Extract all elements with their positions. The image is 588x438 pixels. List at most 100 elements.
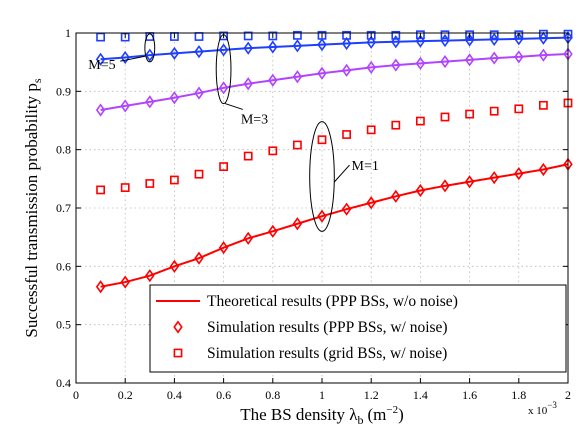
legend-box xyxy=(149,284,567,373)
marker-diamond-m1 xyxy=(169,259,180,273)
marker-diamond-m3 xyxy=(391,58,401,72)
legend-label: Simulation results (grid BSs, w/ noise) xyxy=(207,345,447,362)
marker-square-m5 xyxy=(268,31,278,41)
marker-diamond-m1 xyxy=(489,171,499,185)
marker-square-m1 xyxy=(489,106,499,116)
y-tick-label: 0.5 xyxy=(56,318,71,332)
marker-diamond-m5 xyxy=(514,32,524,46)
marker-square-m5 xyxy=(440,30,450,40)
x-axis-title-main: The BS density λ xyxy=(240,405,358,424)
marker-diamond-m1 xyxy=(268,224,278,238)
marker-diamond-m5 xyxy=(194,45,204,59)
marker-square-m5 xyxy=(292,30,302,40)
y-tick-label: 0.9 xyxy=(56,84,71,98)
marker-square-m5 xyxy=(391,30,401,40)
x-tick-label: 1.6 xyxy=(462,388,477,402)
marker-square-m1 xyxy=(538,100,548,110)
legend-swatch-diamond xyxy=(173,320,183,334)
marker-square-m1 xyxy=(465,109,474,119)
marker-diamond-m3 xyxy=(440,55,450,69)
marker-diamond-m1 xyxy=(440,179,450,193)
marker-diamond-m5 xyxy=(218,43,229,57)
x-tick-label: 1.2 xyxy=(364,388,379,402)
marker-diamond-m1 xyxy=(464,175,475,189)
y-axis-title: Successful transmission probability ps xyxy=(22,78,44,338)
marker-diamond-m3 xyxy=(95,103,106,117)
marker-square-m5 xyxy=(465,30,474,40)
marker-square-m5 xyxy=(514,30,524,40)
marker-diamond-m1 xyxy=(95,280,106,294)
marker-diamond-m3 xyxy=(464,53,475,67)
marker-diamond-m1 xyxy=(366,196,376,210)
marker-diamond-m1 xyxy=(341,202,352,216)
marker-diamond-m5 xyxy=(317,38,327,52)
marker-diamond-m3 xyxy=(538,48,549,62)
marker-diamond-m1 xyxy=(194,251,204,265)
series-layer xyxy=(95,29,573,294)
marker-diamond-m5 xyxy=(391,35,401,49)
marker-diamond-m5 xyxy=(145,48,155,62)
marker-diamond-m1 xyxy=(415,183,426,198)
x-tick-label: 2 xyxy=(565,388,571,402)
y-tick-label: 0.8 xyxy=(56,143,71,157)
annotation-label-m3: M=3 xyxy=(241,112,268,127)
x-multiplier-exp: −3 xyxy=(547,400,557,410)
legend: Theoretical results (PPP BSs, w/o noise)… xyxy=(149,284,567,373)
annotation-ellipse-m1 xyxy=(309,121,335,232)
marker-diamond-m1 xyxy=(317,209,327,223)
marker-square-m5 xyxy=(219,31,228,41)
marker-square-m1 xyxy=(243,151,253,161)
marker-square-m5 xyxy=(366,30,376,40)
marker-square-m1 xyxy=(219,162,228,171)
x-tick-label: 0.8 xyxy=(265,388,280,402)
x-axis-title-unit: (m xyxy=(368,405,387,424)
annotations: M=5 M=3 M=1 xyxy=(88,33,379,232)
y-tick-label: 0.7 xyxy=(56,201,71,215)
marker-square-m1 xyxy=(268,146,278,156)
marker-diamond-m5 xyxy=(415,34,426,48)
annotation-ellipse-m3 xyxy=(215,34,232,105)
marker-square-m5 xyxy=(415,30,425,40)
ticks: 0.4 0.5 0.6 0.7 0.8 0.9 1 0 0.2 0.4 0.6 0.8 1 1.2 1.4 1… xyxy=(56,26,571,402)
marker-diamond-m1 xyxy=(292,217,303,231)
marker-diamond-m1 xyxy=(514,167,524,181)
marker-square-m1 xyxy=(317,135,327,145)
marker-diamond-m5 xyxy=(292,39,303,53)
y-tick-label: 0.6 xyxy=(56,259,71,273)
marker-diamond-m5 xyxy=(95,52,106,66)
x-axis-title-unit-exp: −2 xyxy=(386,404,398,416)
marker-square-m1 xyxy=(120,183,130,192)
x-tick-label: 0.6 xyxy=(216,388,231,402)
marker-diamond-m5 xyxy=(538,31,549,45)
marker-diamond-m3 xyxy=(169,91,180,105)
marker-diamond-m3 xyxy=(415,56,426,70)
y-tick-label: 0.4 xyxy=(56,376,71,390)
x-tick-label: 1.8 xyxy=(511,388,526,402)
x-tick-label: 0 xyxy=(73,388,79,402)
x-multiplier: x 10−3 xyxy=(528,400,557,417)
marker-diamond-m1 xyxy=(538,162,549,177)
marker-square-m1 xyxy=(415,116,425,126)
marker-diamond-m3 xyxy=(292,70,303,84)
legend-label: Theoretical results (PPP BSs, w/o noise) xyxy=(207,293,458,310)
marker-diamond-m1 xyxy=(120,275,130,289)
annotation-arrow-m3 xyxy=(224,103,243,110)
marker-square-m1 xyxy=(366,125,376,135)
marker-square-m1 xyxy=(292,140,302,150)
marker-square-m1 xyxy=(440,112,450,122)
annotation-label-m5: M=5 xyxy=(88,58,115,73)
marker-square-m5 xyxy=(342,30,351,40)
marker-diamond-m1 xyxy=(391,189,401,203)
marker-diamond-m1 xyxy=(243,231,253,245)
annotation-ellipse-m5 xyxy=(144,33,156,63)
marker-diamond-m5 xyxy=(268,40,278,54)
marker-diamond-m1 xyxy=(218,241,229,255)
marker-diamond-m3 xyxy=(218,81,229,95)
x-tick-label: 0.2 xyxy=(118,388,133,402)
annotation-label-m1: M=1 xyxy=(352,159,379,174)
marker-diamond-m5 xyxy=(169,46,180,60)
marker-square-m1 xyxy=(170,175,179,185)
marker-square-m5 xyxy=(317,30,327,40)
marker-diamond-m3 xyxy=(366,60,376,74)
